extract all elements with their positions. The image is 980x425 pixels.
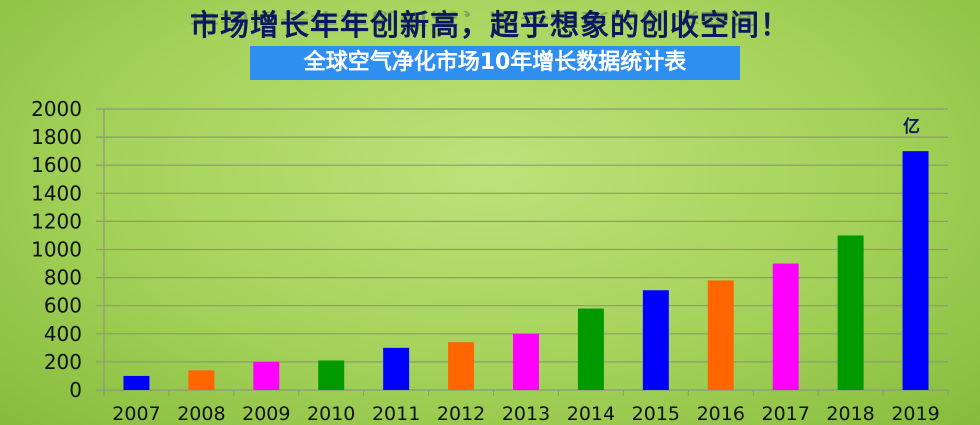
x-tick-label: 2007 <box>112 403 160 425</box>
x-tick-label: 2019 <box>891 403 939 425</box>
y-tick-label: 2000 <box>31 97 82 121</box>
bar-2013 <box>513 333 539 390</box>
chart-title-banner: 全球空气净化市场10年增长数据统计表 <box>250 46 740 80</box>
y-tick-label: 600 <box>44 294 82 318</box>
x-tick-label: 2017 <box>762 403 810 425</box>
x-tick-label: 2016 <box>697 403 745 425</box>
bar-2018 <box>837 235 864 390</box>
x-tick-label: 2009 <box>242 403 290 425</box>
y-tick-label: 400 <box>44 322 82 346</box>
bar-2015 <box>642 290 669 390</box>
bar-2017 <box>772 263 799 390</box>
bar-2014 <box>577 308 604 390</box>
x-tick-label: 2008 <box>177 403 225 425</box>
y-tick-label: 1800 <box>31 125 82 149</box>
x-tick-label: 2010 <box>307 403 355 425</box>
y-tick-label: 800 <box>44 266 82 290</box>
y-tick-label: 200 <box>44 350 82 374</box>
bar-2016 <box>707 280 734 390</box>
y-tick-label: 1000 <box>31 238 82 262</box>
bar-2010 <box>318 360 345 390</box>
y-tick-label: 1600 <box>31 153 82 177</box>
x-tick-label: 2018 <box>826 403 874 425</box>
unit-label: 亿 <box>903 117 920 137</box>
x-tick-label: 2012 <box>437 403 485 425</box>
bar-2007 <box>123 375 150 390</box>
y-tick-label: 1200 <box>31 209 82 233</box>
x-tick-label: 2015 <box>632 403 680 425</box>
bar-2019 <box>902 151 929 390</box>
y-tick-label: 1400 <box>31 181 82 205</box>
bar-2008 <box>188 370 215 390</box>
y-tick-label: 0 <box>69 378 82 402</box>
headline: 市场增长年年创新高，超乎想象的创收空间！ <box>189 8 790 42</box>
x-tick-label: 2013 <box>502 403 550 425</box>
bar-2011 <box>383 347 410 390</box>
x-tick-label: 2011 <box>372 403 420 425</box>
bar-2012 <box>448 342 475 390</box>
bar-2009 <box>253 361 280 390</box>
x-tick-label: 2014 <box>567 403 615 425</box>
